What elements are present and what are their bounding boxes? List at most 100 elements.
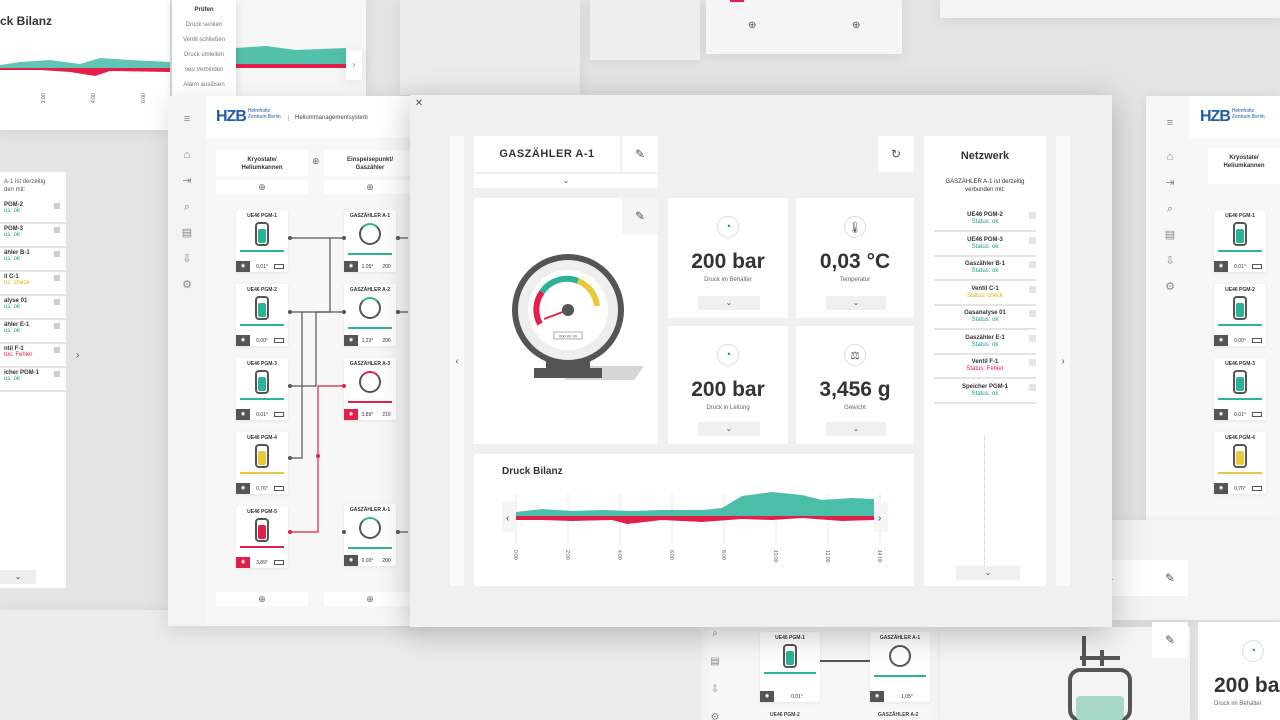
tank-card[interactable]: UE46 PGM-2 ◉ 0,00° [236, 284, 288, 346]
document-icon[interactable]: ▤ [181, 227, 193, 239]
eye-icon[interactable]: ◉ [344, 555, 358, 566]
download-icon[interactable]: ⇩ [182, 253, 192, 265]
pencil-icon[interactable] [1029, 383, 1036, 391]
network-item[interactable]: Speicher PGM-1 Status: ok [934, 382, 1036, 404]
tank-card[interactable]: UE46 PGM-5 ◉ 3,89° [236, 506, 288, 568]
gaszaehler-card[interactable]: GASZÄHLER A-3 ◉ 3,89° 219 [344, 358, 396, 420]
eye-icon[interactable]: ◉ [236, 261, 250, 272]
close-icon[interactable]: ✕ [414, 98, 424, 109]
menu-item-druck-umleiten[interactable]: Druck umleiten [183, 52, 224, 58]
menu-item-neu-verbinden[interactable]: neu Verbinden [184, 67, 224, 73]
add-bottom-button[interactable]: ⊕ [324, 592, 416, 606]
search-icon[interactable]: ⌕ [183, 201, 191, 213]
gaszaehler-card[interactable]: GASZÄHLER A-1 ◉ 0,00° 200 [344, 504, 396, 566]
bg-device-card[interactable]: GASZÄHLER A-1 ◉ 1,05° [870, 632, 930, 702]
bg-edit-button[interactable]: ✎ [1152, 560, 1188, 596]
pencil-icon[interactable] [54, 347, 60, 353]
search-icon[interactable]: ⌕ [712, 628, 718, 639]
network-item[interactable]: Gasanalyse 01 Status: ok [934, 308, 1036, 330]
menu-item-alarm[interactable]: Alarm auslösen [183, 82, 225, 88]
menu-item-pruefen[interactable]: Prüfen [194, 7, 214, 13]
bg-list-item[interactable]: il C-1 us: check [0, 272, 66, 296]
tank-card[interactable]: UE46 PGM-4 ◉ 0,76° [1214, 432, 1266, 494]
eye-icon[interactable]: ◉ [344, 261, 358, 272]
add-einspeisepunkt-button[interactable]: ⊕ [324, 180, 416, 194]
eye-icon[interactable]: ◉ [1214, 261, 1228, 272]
expand-metric-button[interactable]: ⌄ [826, 296, 886, 310]
eye-icon[interactable]: ◉ [344, 409, 358, 420]
network-item[interactable]: UE46 PGM-2 Status: ok [934, 210, 1036, 232]
network-item[interactable]: Gaszähler E-1 Status: ok [934, 333, 1036, 355]
home-icon[interactable]: ⌂ [1166, 151, 1174, 163]
network-item[interactable]: Ventil C-1 Status: check [934, 284, 1036, 306]
bg-list-item[interactable]: ähler E-1 us: ok [0, 320, 66, 344]
menu-item-ventil-schliessen[interactable]: Ventil schließen [182, 37, 226, 43]
tank-card[interactable]: UE46 PGM-2 ◉ 0,00° [1214, 284, 1266, 346]
eye-icon[interactable]: ◉ [1214, 335, 1228, 346]
tank-card[interactable]: UE46 PGM-4 ◉ 0,76° [236, 432, 288, 494]
add-kryostat-button[interactable]: ⊕ [216, 180, 308, 194]
expand-metric-button[interactable]: ⌄ [826, 422, 886, 436]
menu-item-druck-senken[interactable]: Druck senken [185, 22, 223, 28]
eye-icon[interactable]: ◉ [236, 557, 250, 568]
document-icon[interactable]: ▤ [1164, 229, 1176, 241]
next-arrow-button[interactable]: › [1056, 136, 1070, 586]
pencil-icon[interactable] [54, 371, 60, 377]
add-column-icon[interactable]: ⊕ [312, 156, 320, 166]
gaszaehler-card[interactable]: GASZÄHLER A-2 ◉ 1,23° 206 [344, 284, 396, 346]
eye-icon[interactable]: ◉ [236, 335, 250, 346]
bg-list-item[interactable]: PGM-2 us: ok [0, 200, 66, 224]
settings-icon[interactable]: ⚙ [182, 279, 192, 291]
bg-edit-button[interactable]: ✎ [1152, 622, 1188, 658]
search-icon[interactable]: ⌕ [1166, 203, 1174, 215]
menu-icon[interactable]: ≡ [183, 113, 191, 125]
eye-icon[interactable]: ◉ [236, 483, 250, 494]
bg-list-item[interactable]: ntil F-1 tus: Fehler [0, 344, 66, 368]
home-icon[interactable]: ⌂ [183, 149, 191, 161]
pencil-icon[interactable] [54, 203, 60, 209]
pencil-icon[interactable] [54, 299, 60, 305]
gaszaehler-card[interactable]: GASZÄHLER A-1 ◉ 1,05° 200 [344, 210, 396, 272]
expand-metric-button[interactable]: ⌄ [698, 422, 760, 436]
add-bottom-button[interactable]: ⊕ [216, 592, 308, 606]
pencil-icon[interactable] [1029, 359, 1036, 366]
eye-icon[interactable]: ◉ [1214, 483, 1228, 494]
bg-list-item[interactable]: alyse 01 us: ok [0, 296, 66, 320]
eye-icon[interactable]: ◉ [236, 409, 250, 420]
tank-card[interactable]: UE46 PGM-1 ◉ 0,01° [1214, 210, 1266, 272]
pencil-icon[interactable] [1029, 261, 1036, 268]
menu-icon[interactable]: ≡ [1166, 117, 1174, 129]
edit-title-button[interactable]: ✎ [622, 136, 658, 172]
eye-icon[interactable]: ◉ [344, 335, 358, 346]
settings-icon[interactable]: ⚙ [1165, 281, 1175, 293]
bg-list-item[interactable]: ähler B-1 us: ok [0, 248, 66, 272]
pencil-icon[interactable] [1029, 334, 1036, 342]
expand-device-button[interactable]: ⌄ [474, 174, 658, 188]
bg-scroll-right[interactable]: › [76, 350, 80, 361]
pencil-icon[interactable] [1029, 310, 1036, 317]
refresh-button[interactable]: ↻ [878, 136, 914, 172]
tank-card[interactable]: UE46 PGM-1 ◉ 0,01° [236, 210, 288, 272]
network-item[interactable]: UE46 PGM-3 Status: ok [934, 235, 1036, 257]
bg-device-card[interactable]: UE46 PGM-1 ◉ 0,01° [760, 632, 820, 702]
network-expand-button[interactable]: ⌄ [956, 566, 1020, 580]
tank-card[interactable]: UE46 PGM-3 ◉ 0,01° [236, 358, 288, 420]
pencil-icon[interactable] [1029, 212, 1036, 219]
pencil-icon[interactable] [1029, 285, 1036, 293]
pencil-icon[interactable] [1029, 236, 1036, 244]
bg-chevron-down[interactable]: ⌄ [0, 570, 36, 584]
pencil-icon[interactable] [54, 251, 60, 257]
prev-arrow-button[interactable]: ‹ [450, 136, 464, 586]
bg-list-item[interactable]: PGM-3 us: ok [0, 224, 66, 248]
settings-icon[interactable]: ⚙ [710, 712, 720, 720]
download-icon[interactable]: ⇩ [1165, 255, 1175, 267]
network-item[interactable]: Ventil F-1 Status: Fehler [934, 357, 1036, 379]
pencil-icon[interactable] [54, 275, 60, 281]
edit-gauge-button[interactable]: ✎ [622, 198, 658, 234]
login-icon[interactable]: ⇥ [1165, 177, 1175, 189]
download-icon[interactable]: ⇩ [710, 684, 720, 695]
pencil-icon[interactable] [54, 323, 60, 329]
bg-list-item[interactable]: icher PGM-1 us: ok [0, 368, 66, 392]
eye-icon[interactable]: ◉ [1214, 409, 1228, 420]
pencil-icon[interactable] [54, 227, 60, 233]
